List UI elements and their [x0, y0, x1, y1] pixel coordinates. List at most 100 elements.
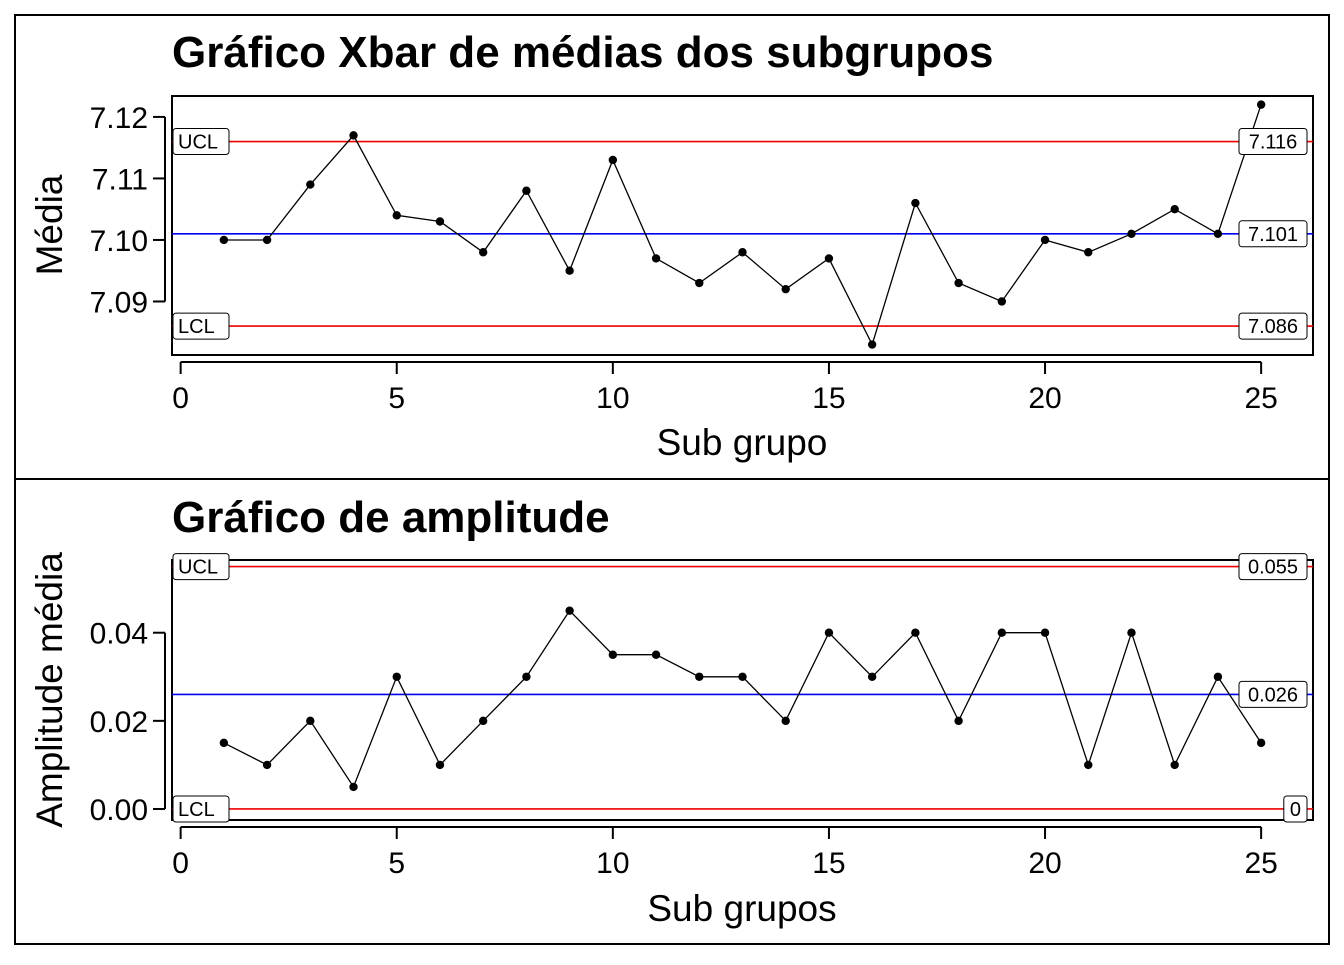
range-limit-value-label: 0.026	[1248, 684, 1298, 706]
range-limit-value-box	[1283, 795, 1308, 823]
xbar-data-point	[997, 297, 1007, 306]
range-data-point	[522, 672, 531, 681]
xbar-x-tick-label: 20	[1028, 382, 1061, 415]
range-ucl-name-box	[172, 553, 230, 581]
range-data-point	[565, 606, 574, 615]
xbar-data-point	[349, 131, 358, 140]
xbar-lcl-name-label: LCL	[178, 316, 215, 338]
xbar-x-tick-label: 0	[172, 382, 189, 415]
xbar-plot-border	[171, 95, 1314, 356]
xbar-data-point	[1040, 235, 1050, 245]
range-limit-value-box	[1238, 553, 1308, 581]
xbar-data-point	[478, 248, 488, 257]
range-y-tick-label: 0.04	[90, 618, 148, 651]
xbar-y-tick-label: 7.12	[90, 102, 148, 135]
xbar-y-tick-label: 7.11	[92, 163, 148, 196]
xbar-data-point	[911, 198, 920, 208]
range-data-point	[1256, 738, 1266, 748]
range-y-tick-label: 0.02	[90, 706, 148, 739]
range-limit-value-box	[1238, 680, 1308, 708]
range-data-point	[954, 716, 963, 726]
range-data-point	[1084, 760, 1093, 770]
xbar-data-point	[1170, 204, 1179, 214]
range-plot-area: 0 5 10 15 20 25 0.00 0.02 0.04 UCL 0.055 0.026 LCL 0	[90, 553, 1314, 880]
range-data-point	[306, 716, 315, 726]
xbar-data-point	[306, 180, 315, 189]
range-data-point	[738, 672, 747, 681]
xbar-limit-value-label: 7.101	[1248, 224, 1298, 246]
xbar-data-point	[651, 254, 661, 263]
xbar-x-tick-label: 15	[812, 382, 845, 415]
xbar-panel-frame	[14, 14, 1330, 480]
xbar-limit-value-label: 7.086	[1248, 316, 1298, 338]
xbar-limit-value-box	[1238, 128, 1308, 156]
xbar-data-point	[435, 217, 445, 226]
xbar-x-tick-label: 10	[596, 382, 629, 415]
xbar-data-point	[262, 235, 272, 245]
range-data-point	[781, 716, 790, 726]
range-data-point	[1213, 672, 1223, 681]
range-data-point	[695, 672, 704, 681]
range-data-point	[219, 738, 229, 748]
range-data-point	[911, 628, 920, 637]
range-y-tick-label: 0.00	[90, 794, 148, 827]
xbar-lcl-name-box	[172, 312, 230, 340]
xbar-x-tick-label: 5	[388, 382, 405, 415]
xbar-data-point	[824, 254, 834, 263]
range-lcl-name-label: LCL	[178, 799, 215, 821]
xbar-ucl-name-box	[172, 128, 230, 156]
range-panel-frame	[14, 478, 1330, 945]
xbar-limit-value-box	[1238, 220, 1308, 248]
xbar-limit-value-label: 7.116	[1249, 132, 1298, 154]
range-chart-title: Gráfico de amplitude	[172, 493, 610, 542]
range-x-tick-label: 0	[172, 847, 189, 880]
range-data-point	[651, 650, 661, 659]
xbar-x-axis-label: Sub grupo	[657, 422, 828, 463]
xbar-x-tick-label: 25	[1244, 382, 1277, 415]
xbar-data-point	[608, 155, 618, 165]
range-data-point	[392, 672, 401, 681]
xbar-data-point	[1084, 248, 1093, 257]
xbar-data-point	[954, 278, 963, 288]
range-x-tick-label: 5	[388, 847, 405, 880]
range-limit-value-label: 0.055	[1248, 557, 1298, 579]
range-data-point	[435, 760, 445, 770]
xbar-y-axis-label: Média	[29, 174, 70, 275]
range-y-axis-label: Amplitude média	[29, 552, 70, 828]
xbar-data-point	[738, 248, 747, 257]
range-data-point	[349, 782, 358, 792]
xbar-data-point	[1213, 229, 1223, 239]
range-data-point	[824, 628, 834, 637]
range-data-point	[262, 760, 272, 770]
range-data-point	[1040, 628, 1050, 637]
range-x-tick-label: 25	[1244, 847, 1277, 880]
range-lcl-name-box	[172, 795, 230, 823]
xbar-chart-title: Gráfico Xbar de médias dos subgrupos	[172, 28, 994, 77]
xbar-ucl-name-label: UCL	[178, 132, 218, 154]
range-data-point	[1170, 760, 1179, 770]
xbar-data-point	[522, 186, 531, 195]
range-limit-value-label: 0	[1290, 799, 1301, 821]
range-data-point	[608, 650, 618, 659]
range-x-tick-label: 20	[1028, 847, 1061, 880]
xbar-series-line	[223, 104, 1262, 347]
xbar-data-point	[392, 211, 401, 220]
xbar-y-tick-label: 7.10	[90, 225, 148, 258]
range-series-line	[223, 609, 1262, 789]
range-data-point	[1127, 628, 1136, 637]
xbar-data-point	[219, 235, 229, 245]
range-ucl-name-label: UCL	[178, 557, 218, 579]
xbar-data-point	[1127, 229, 1136, 239]
xbar-plot-area: 0 5 10 15 20 25 7.09 7.10 7.11 7.12 UCL 7.116 7.101 L…	[90, 95, 1314, 415]
xbar-data-point	[867, 340, 877, 349]
range-data-point	[997, 628, 1007, 637]
xbar-data-point	[565, 266, 574, 275]
xbar-data-point	[695, 278, 704, 288]
xbar-data-point	[781, 284, 790, 294]
xbar-y-tick-label: 7.09	[90, 286, 148, 319]
range-x-axis-label: Sub grupos	[647, 888, 836, 929]
xbar-data-point	[1256, 100, 1266, 109]
range-data-point	[478, 716, 488, 726]
